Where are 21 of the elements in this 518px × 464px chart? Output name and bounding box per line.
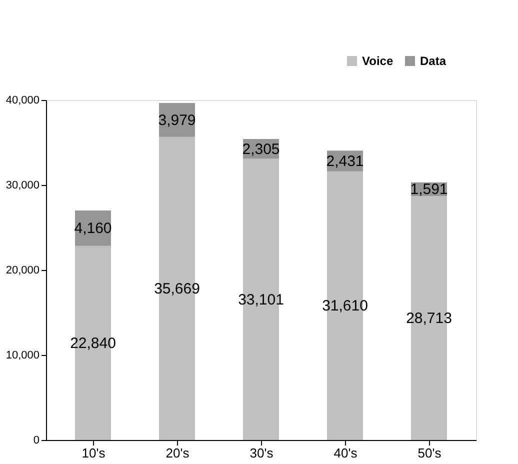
- data-label: 2,431: [326, 152, 364, 170]
- data-label: 22,840: [70, 334, 116, 352]
- y-tick-label: 0: [33, 434, 40, 446]
- x-tick-label: 30's: [250, 446, 274, 460]
- data-label: 35,669: [154, 280, 200, 298]
- legend-label: Data: [420, 54, 446, 68]
- y-tick-label: 30,000: [6, 180, 40, 192]
- data-label: 33,101: [238, 291, 284, 308]
- data-label: 3,979: [158, 112, 196, 129]
- legend-label: Voice: [362, 54, 394, 68]
- y-tick-label: 10,000: [6, 350, 40, 362]
- x-tick-label: 50's: [418, 446, 442, 460]
- x-tick-label: 20's: [166, 446, 190, 460]
- data-label: 31,610: [322, 298, 368, 315]
- data-label: 2,305: [242, 140, 280, 158]
- y-tick-label: 40,000: [6, 94, 40, 106]
- x-tick-label: 40's: [334, 446, 358, 460]
- y-tick-label: 20,000: [6, 264, 40, 276]
- data-label: 1,591: [410, 181, 448, 198]
- x-tick-label: 10's: [82, 446, 106, 460]
- data-label: 28,713: [406, 310, 452, 327]
